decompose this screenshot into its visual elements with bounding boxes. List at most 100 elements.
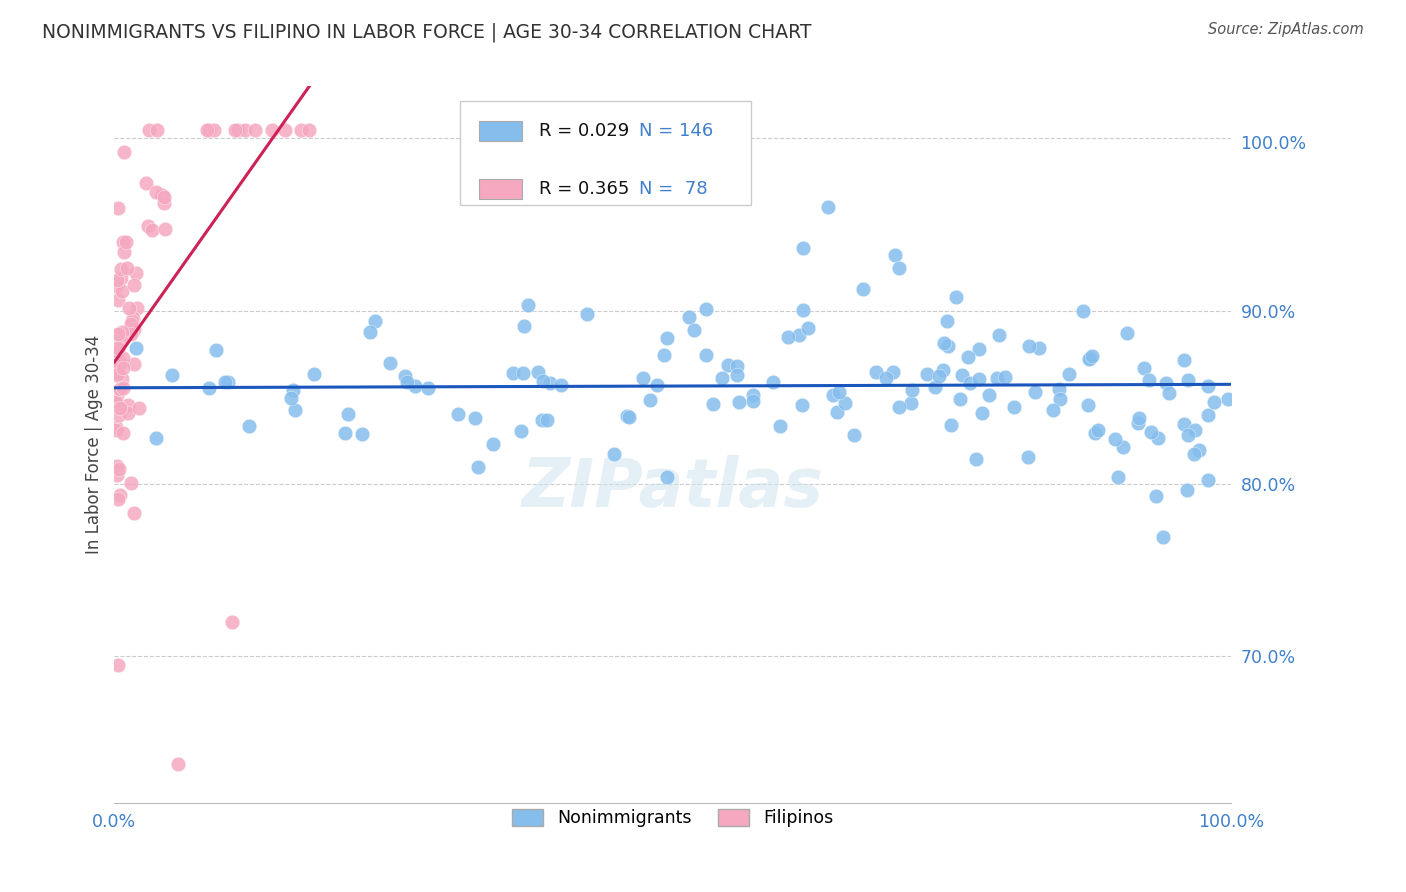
Text: NONIMMIGRANTS VS FILIPINO IN LABOR FORCE | AGE 30-34 CORRELATION CHART: NONIMMIGRANTS VS FILIPINO IN LABOR FORCE…	[42, 22, 811, 42]
Point	[977, 388, 1000, 402]
Point	[1128, 416, 1150, 430]
Point	[110, 262, 132, 277]
Point	[825, 405, 848, 419]
Point	[107, 367, 129, 381]
Point	[105, 273, 128, 287]
Point	[631, 371, 654, 385]
Point	[112, 235, 135, 249]
Point	[1107, 469, 1129, 483]
Point	[120, 475, 142, 490]
Point	[110, 334, 132, 348]
Point	[120, 317, 142, 331]
Point	[121, 311, 143, 326]
FancyBboxPatch shape	[461, 101, 751, 204]
Point	[725, 359, 748, 374]
Point	[842, 428, 865, 442]
Point	[108, 356, 131, 370]
Point	[1198, 409, 1220, 423]
Point	[575, 307, 598, 321]
Point	[198, 122, 221, 136]
Point	[986, 371, 1008, 385]
Point	[394, 368, 416, 383]
Point	[901, 384, 924, 398]
Point	[467, 459, 489, 474]
Point	[711, 371, 734, 385]
Point	[108, 408, 131, 422]
Point	[260, 122, 283, 136]
Point	[817, 200, 839, 214]
Point	[1071, 303, 1094, 318]
Point	[945, 290, 967, 304]
Point	[416, 381, 439, 395]
Point	[1144, 489, 1167, 503]
Point	[243, 122, 266, 136]
Point	[284, 402, 307, 417]
Point	[787, 328, 810, 343]
Point	[283, 383, 305, 397]
Point	[530, 412, 553, 426]
Point	[152, 196, 174, 211]
Point	[124, 357, 146, 371]
Point	[527, 366, 550, 380]
Point	[115, 235, 138, 249]
Point	[1202, 395, 1225, 409]
Point	[117, 398, 139, 412]
Point	[939, 418, 962, 433]
Point	[202, 122, 225, 136]
Point	[108, 326, 131, 341]
Point	[970, 405, 993, 419]
Point	[104, 395, 127, 409]
Point	[197, 381, 219, 395]
Point	[1140, 425, 1163, 439]
Point	[217, 376, 239, 390]
Point	[865, 365, 887, 379]
Point	[1177, 428, 1199, 442]
Point	[364, 314, 387, 328]
Point	[1188, 443, 1211, 458]
Point	[741, 394, 763, 409]
Point	[1173, 417, 1195, 432]
Point	[717, 359, 740, 373]
Point	[1047, 382, 1070, 396]
Point	[1182, 447, 1205, 461]
Point	[482, 437, 505, 451]
FancyBboxPatch shape	[479, 178, 522, 199]
Point	[108, 382, 131, 396]
Point	[195, 122, 218, 136]
Point	[652, 348, 675, 362]
Point	[396, 375, 419, 389]
Point	[204, 343, 226, 358]
Point	[1018, 339, 1040, 353]
Point	[447, 407, 470, 421]
Point	[1084, 426, 1107, 441]
Point	[152, 190, 174, 204]
Point	[640, 392, 662, 407]
Point	[124, 278, 146, 293]
Point	[378, 356, 401, 370]
Point	[792, 241, 814, 255]
Point	[728, 394, 751, 409]
Point	[125, 266, 148, 280]
Point	[513, 318, 536, 333]
Point	[1028, 341, 1050, 355]
Point	[683, 323, 706, 337]
FancyBboxPatch shape	[479, 120, 522, 141]
Text: R = 0.365: R = 0.365	[538, 179, 628, 198]
Point	[110, 488, 132, 502]
Point	[1024, 385, 1046, 400]
Point	[111, 285, 134, 299]
Point	[1197, 474, 1219, 488]
Point	[967, 343, 990, 357]
Point	[538, 376, 561, 391]
Point	[957, 350, 980, 364]
Point	[657, 330, 679, 344]
Point	[111, 381, 134, 395]
Point	[512, 366, 534, 380]
Point	[828, 385, 851, 400]
Point	[145, 186, 167, 200]
Point	[1175, 483, 1198, 497]
Point	[695, 301, 717, 316]
Point	[950, 368, 973, 382]
Point	[112, 145, 135, 160]
Point	[1218, 392, 1240, 406]
